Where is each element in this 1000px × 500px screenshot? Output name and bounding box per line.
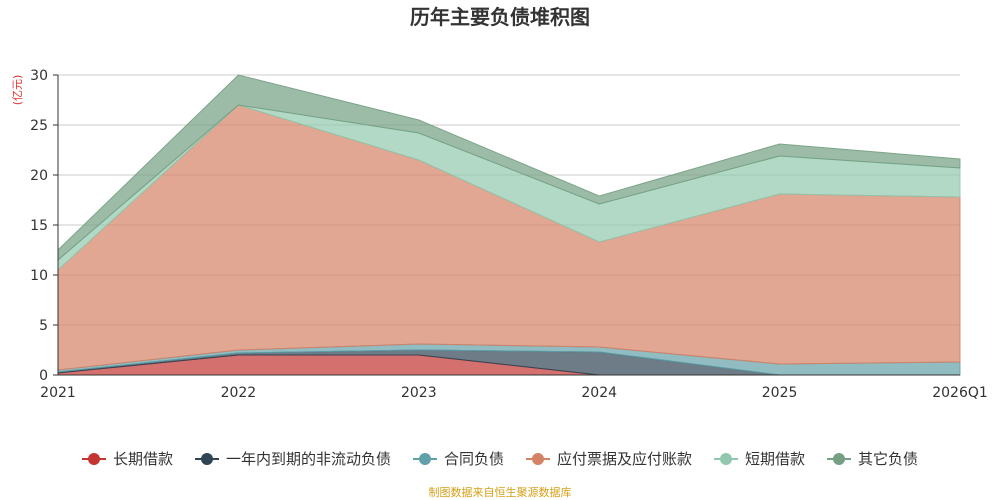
- x-tick-label: 2023: [401, 385, 437, 401]
- legend-swatch: [88, 453, 100, 465]
- legend-label: 长期借款: [113, 450, 173, 468]
- legend-label: 其它负债: [858, 450, 918, 468]
- legend-label: 合同负债: [444, 450, 504, 468]
- legend-swatch: [201, 453, 213, 465]
- legend-swatch: [532, 453, 544, 465]
- y-tick-label: 25: [30, 118, 48, 134]
- legend-label: 应付票据及应付账款: [557, 450, 692, 468]
- y-tick-label: 0: [39, 368, 48, 384]
- legend-label: 短期借款: [745, 450, 805, 468]
- y-axis-unit-label: (亿元): [11, 75, 24, 106]
- legend-swatch: [419, 453, 431, 465]
- x-tick-label: 2022: [221, 385, 257, 401]
- legend-swatch: [720, 453, 732, 465]
- area-series-6: [57, 74, 961, 262]
- y-tick-label: 10: [30, 268, 48, 284]
- source-note: 制图数据来自恒生聚源数据库: [429, 485, 572, 499]
- x-tick-label: 2026Q1: [932, 385, 988, 401]
- y-tick-label: 15: [30, 218, 48, 234]
- legend-item-3[interactable]: 合同负债: [413, 450, 504, 468]
- legend-item-1[interactable]: 长期借款: [82, 450, 173, 468]
- chart-title: 历年主要负债堆积图: [410, 5, 590, 29]
- legend-item-6[interactable]: 其它负债: [827, 450, 918, 468]
- y-tick-label: 20: [30, 168, 48, 184]
- y-tick-label: 5: [39, 318, 48, 334]
- x-tick-label: 2025: [762, 385, 798, 401]
- legend-item-2[interactable]: 一年内到期的非流动负债: [195, 450, 391, 468]
- legend-item-5[interactable]: 短期借款: [714, 450, 805, 468]
- y-tick-label: 30: [30, 68, 48, 84]
- x-tick-label: 2021: [40, 385, 76, 401]
- legend: 长期借款 一年内到期的非流动负债 合同负债 应付票据及应付账款 短期借款 其它负债: [82, 450, 918, 468]
- legend-item-4[interactable]: 应付票据及应付账款: [526, 450, 692, 468]
- legend-swatch: [833, 453, 845, 465]
- area-series-layer: [57, 74, 961, 376]
- legend-label: 一年内到期的非流动负债: [226, 450, 391, 468]
- x-tick-label: 2024: [581, 385, 617, 401]
